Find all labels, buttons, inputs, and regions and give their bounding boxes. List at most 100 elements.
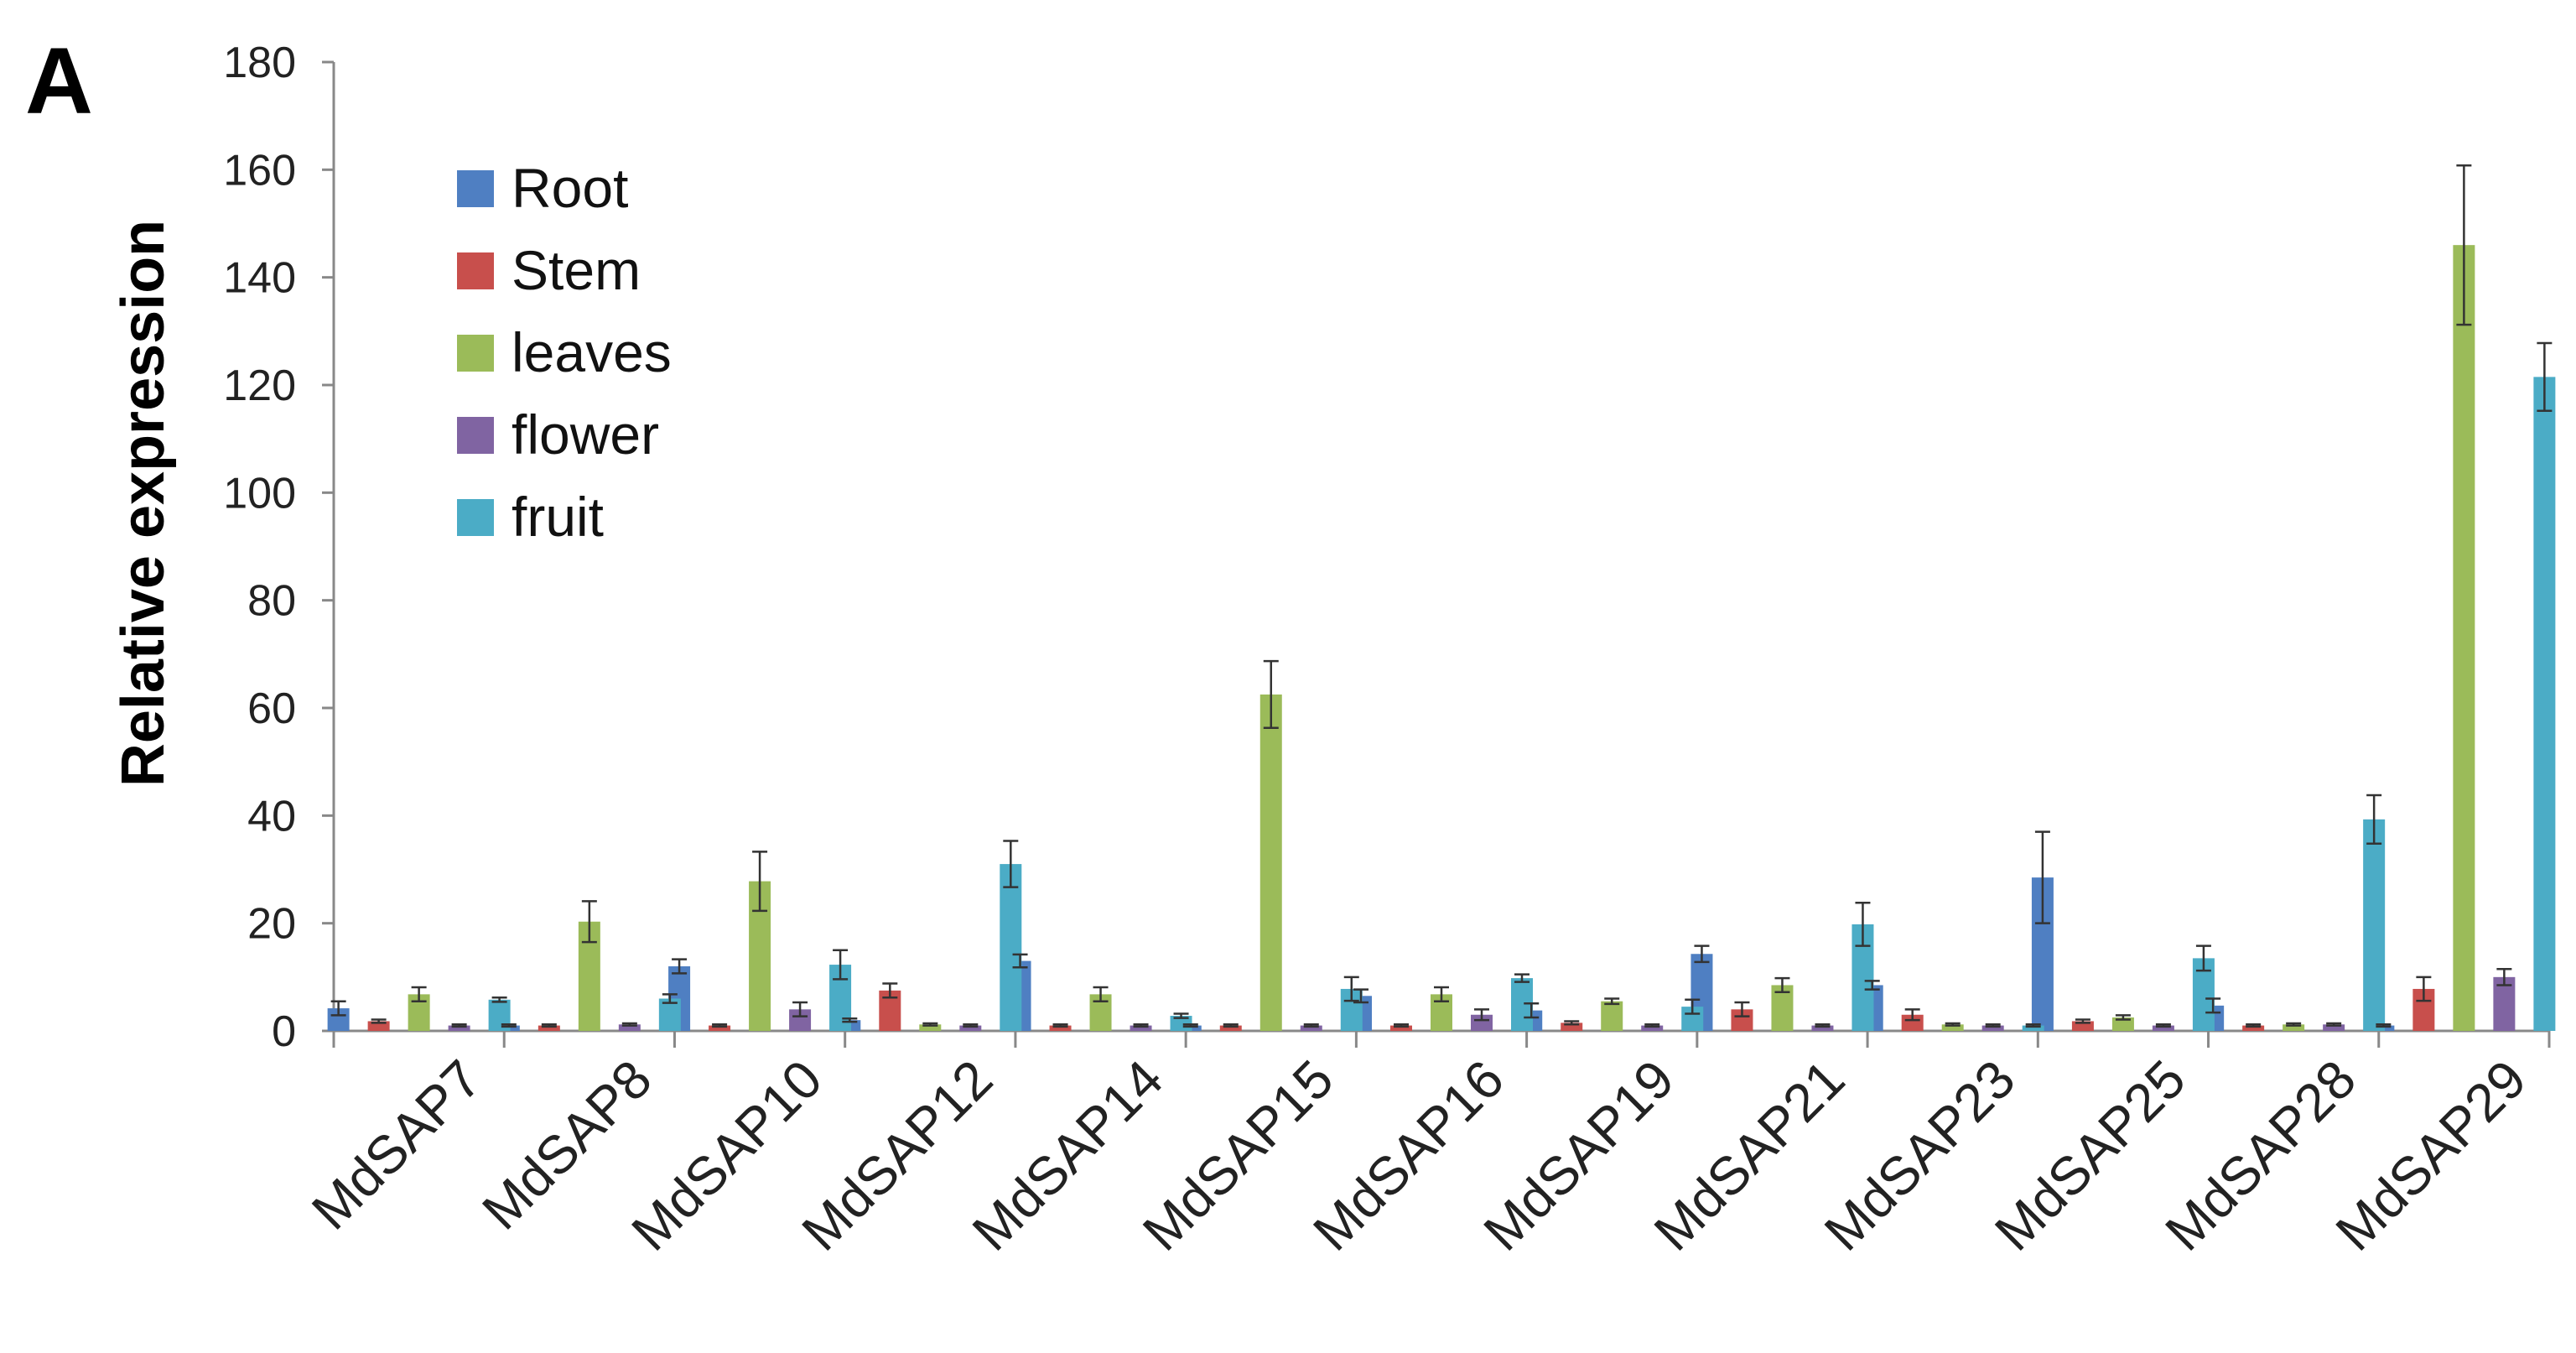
axes: 020406080100120140160180MdSAP7MdSAP8MdSA…	[223, 39, 2551, 1262]
error-bar	[2034, 830, 2050, 924]
bar-flower-mdsap15	[1300, 1025, 1322, 1031]
bar-fruit-mdsap28	[2363, 819, 2386, 1031]
y-tick-label: 80	[247, 577, 296, 626]
error-bar	[1734, 1001, 1750, 1017]
bar-flower-mdsap12	[959, 1025, 982, 1031]
y-tick-label: 60	[247, 684, 296, 733]
legend-label: fruit	[512, 486, 604, 548]
bar-flower-mdsap25	[2152, 1025, 2174, 1031]
bar-flower-mdsap21	[1811, 1025, 1834, 1031]
error-bar	[922, 1022, 938, 1027]
y-axis-title: Relative expression	[110, 220, 177, 787]
error-bar	[1774, 976, 1790, 994]
error-bar	[1864, 980, 1880, 991]
panel-label: A	[25, 29, 93, 133]
error-bar	[1524, 1002, 1540, 1019]
error-bar	[792, 1001, 808, 1017]
y-tick-label: 180	[223, 39, 296, 87]
error-bar	[2496, 967, 2512, 986]
error-bar	[2326, 1022, 2342, 1027]
error-bar	[963, 1023, 979, 1028]
bar-flower-mdsap23	[1981, 1025, 2004, 1031]
legend-item-root: Root	[457, 157, 628, 219]
y-tick-label: 120	[223, 362, 296, 410]
legend-item-fruit: fruit	[457, 486, 604, 548]
error-bar	[1263, 659, 1279, 729]
error-bar	[1644, 1023, 1660, 1028]
bar-stem-mdsap19	[1561, 1023, 1583, 1031]
y-tick-label: 40	[247, 792, 296, 840]
bar-leaves-mdsap28	[2283, 1024, 2305, 1031]
bar-fruit-mdsap12	[1000, 864, 1022, 1031]
bar-leaves-mdsap19	[1601, 1001, 1623, 1031]
error-bar	[2205, 997, 2221, 1014]
error-bar	[2366, 794, 2382, 845]
error-bar	[2115, 1014, 2131, 1021]
bar-stem-mdsap8	[538, 1025, 560, 1031]
bar-flower-mdsap16	[1471, 1014, 1493, 1031]
bar-leaves-mdsap12	[919, 1024, 942, 1031]
bar-stem-mdsap25	[2071, 1021, 2094, 1031]
bar-flower-mdsap14	[1130, 1025, 1152, 1031]
error-bar	[451, 1023, 467, 1028]
error-bar	[2286, 1022, 2302, 1027]
error-bar	[1564, 1020, 1580, 1026]
error-bar	[833, 949, 849, 981]
error-bar	[1685, 998, 1701, 1015]
y-tick-label: 140	[223, 254, 296, 303]
error-bar	[2537, 341, 2553, 413]
bar-stem-mdsap7	[367, 1021, 390, 1031]
error-bar	[1003, 840, 1019, 888]
error-bar	[1133, 1023, 1149, 1028]
error-bar	[882, 982, 898, 999]
error-bar	[1223, 1023, 1239, 1028]
bar-flower-mdsap7	[448, 1025, 470, 1031]
error-bar	[2456, 164, 2472, 326]
error-bar	[1052, 1023, 1068, 1028]
bar-flower-mdsap28	[2323, 1024, 2345, 1031]
bar-leaves-mdsap29	[2453, 245, 2475, 1032]
error-bar	[1945, 1022, 1961, 1027]
error-bar	[1093, 986, 1109, 1002]
legend: Root Stem leaves flower fruit	[457, 157, 672, 548]
error-bar	[1394, 1023, 1409, 1028]
error-bar	[501, 1023, 517, 1028]
error-bar	[842, 1017, 858, 1023]
error-bar	[2376, 1023, 2392, 1028]
error-bar	[1604, 997, 1620, 1006]
error-bar	[541, 1023, 557, 1028]
bar-stem-mdsap15	[1219, 1025, 1242, 1031]
legend-swatch	[457, 252, 494, 289]
error-bar	[1514, 973, 1530, 983]
error-bar	[491, 996, 507, 1003]
error-bar	[2195, 944, 2211, 972]
bar-fruit-mdsap29	[2533, 377, 2556, 1031]
error-bar	[752, 851, 768, 913]
error-bar	[712, 1023, 728, 1028]
legend-label: flower	[512, 403, 659, 466]
error-bar	[672, 958, 688, 975]
error-bar	[1694, 944, 1710, 964]
error-bars	[330, 164, 2553, 1028]
bar-stem-mdsap10	[709, 1025, 731, 1031]
legend-label: Stem	[512, 239, 641, 301]
bar-leaves-mdsap15	[1259, 694, 1282, 1031]
y-tick-label: 100	[223, 469, 296, 518]
legend-item-flower: flower	[457, 403, 659, 466]
error-bar	[621, 1022, 637, 1027]
bar-stem-mdsap23	[1901, 1014, 1924, 1031]
y-tick-label: 160	[223, 146, 296, 195]
bar-flower-mdsap19	[1641, 1025, 1664, 1031]
error-bar	[1303, 1023, 1319, 1028]
error-bar	[371, 1018, 387, 1024]
error-bar	[2416, 976, 2432, 1002]
bar-leaves-mdsap25	[2111, 1017, 2134, 1031]
legend-item-stem: Stem	[457, 239, 641, 301]
error-bar	[1434, 986, 1449, 1002]
error-bar	[1343, 976, 1359, 1002]
error-bar	[2075, 1018, 2090, 1024]
error-bar	[1353, 988, 1368, 1004]
bar-stem-mdsap28	[2242, 1025, 2265, 1031]
